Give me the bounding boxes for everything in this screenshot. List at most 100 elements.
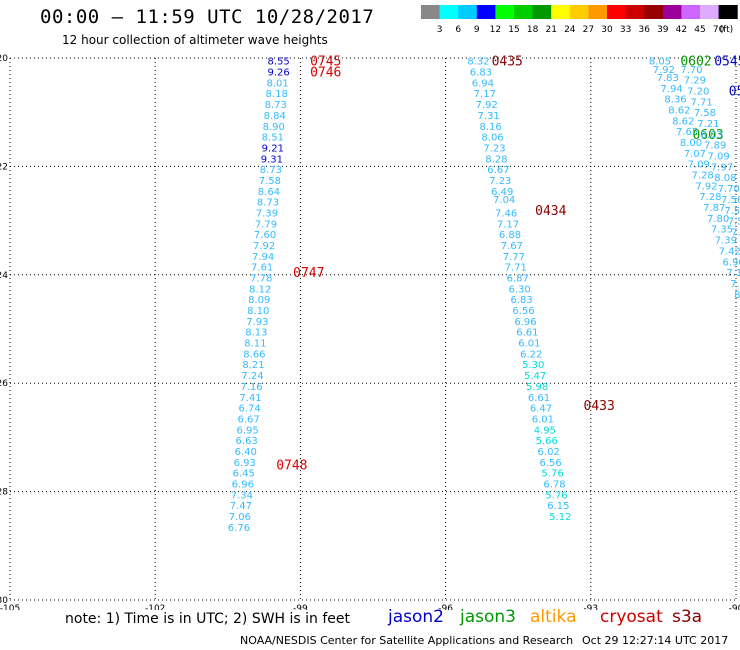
s3a-wave-height: 5.76 xyxy=(541,469,563,480)
cryosat-wave-height: 7.34 xyxy=(231,490,253,501)
s3a-wave-height: 8.06 xyxy=(481,133,503,144)
cryosat-wave-height: 9.21 xyxy=(262,143,284,154)
cryosat-wave-height: 8.64 xyxy=(258,187,280,198)
x-tick-label: -93 xyxy=(583,604,598,610)
jason3-wave-height: 7.80 xyxy=(707,214,729,225)
colorbar-label: 12 xyxy=(490,25,501,35)
jason2-wave-height: 7.70 xyxy=(680,65,702,76)
x-tick-label: -96 xyxy=(438,604,453,610)
jason2-wave-height: 7.56 xyxy=(721,195,740,206)
cryosat-wave-height: 8.51 xyxy=(262,133,284,144)
cryosat-wave-height: 7.58 xyxy=(259,176,281,187)
jason2-wave-height: 7.20 xyxy=(687,87,709,98)
legend-altika: altika xyxy=(530,607,577,627)
generation-timestamp: Oct 29 12:27:14 UTC 2017 xyxy=(582,634,729,647)
colorbar-swatch xyxy=(588,5,608,19)
s3a-wave-height: 7.46 xyxy=(495,208,517,219)
colorbar-swatch xyxy=(495,5,515,19)
cryosat-wave-height: 6.96 xyxy=(232,479,254,490)
s3a-wave-height: 6.56 xyxy=(512,306,534,317)
y-tick-label: -28 xyxy=(0,488,8,498)
cryosat-wave-height: 7.24 xyxy=(241,371,263,382)
s3a-wave-height: 6.02 xyxy=(538,447,560,458)
colorbar-swatch xyxy=(569,5,589,19)
jason3-wave-height: 7.94 xyxy=(660,84,682,95)
cryosat-wave-height: 6.76 xyxy=(228,523,250,534)
cryosat-wave-height: 8.73 xyxy=(260,165,282,176)
s3a-wave-height: 6.61 xyxy=(528,393,550,404)
cryosat-wave-height: 8.55 xyxy=(267,57,289,68)
cryosat-wave-height: 7.39 xyxy=(256,208,278,219)
cryosat-wave-height: 8.73 xyxy=(265,100,287,111)
jason2-wave-height: 7.70 xyxy=(718,184,740,195)
cryosat-wave-height: 6.67 xyxy=(237,414,259,425)
cryosat-wave-height: 8.13 xyxy=(245,328,267,339)
colorbar-legend: 3 6 9 12 15 18 21 24 27 30 33 36 39 42 45 70(ft) xyxy=(421,5,738,35)
jason3-wave-height: 8.35 xyxy=(734,290,740,301)
jason3-wave-height: 6.90 xyxy=(722,257,740,268)
colorbar-label: 27 xyxy=(583,25,594,35)
s3a-wave-height: 6.83 xyxy=(470,68,492,79)
cryosat-wave-height: 7.93 xyxy=(246,317,268,328)
jason2-wave-height: 7.55 xyxy=(724,206,740,217)
colorbar-swatch xyxy=(476,5,496,19)
chart-title: 00:00 – 11:59 UTC 10/28/2017 xyxy=(40,6,375,28)
s3a-wave-height: 6.01 xyxy=(532,414,554,425)
s3a-wave-height: 6.87 xyxy=(507,274,529,285)
jason3-wave-height: 7.35 xyxy=(711,225,733,236)
jason2-wave-height: 7.09 xyxy=(707,152,729,163)
cryosat-wave-height: 8.12 xyxy=(249,284,271,295)
colorbar-label: 21 xyxy=(545,25,556,35)
legend-jason3: jason3 xyxy=(460,607,516,627)
colorbar-swatch xyxy=(439,5,459,19)
jason3-wave-height: 7.09 xyxy=(688,160,710,171)
s3a-wave-height: 8.32 xyxy=(467,57,489,68)
cryosat-wave-height: 7.94 xyxy=(252,252,274,263)
jason3-wave-height: 8.62 xyxy=(668,105,690,116)
colorbar-swatch xyxy=(700,5,720,19)
x-tick-label: -99 xyxy=(293,604,308,610)
s3a-wave-height: 6.01 xyxy=(518,339,540,350)
s3a-wave-height: 8.16 xyxy=(479,122,501,133)
colorbar-label: 9 xyxy=(474,25,480,35)
jason3-wave-height: 7.65 xyxy=(676,127,698,138)
cryosat-wave-height: 6.40 xyxy=(235,447,257,458)
s3a-wave-height: 6.67 xyxy=(487,165,509,176)
colorbar-swatch xyxy=(625,5,645,19)
y-tick-label: -20 xyxy=(0,54,8,64)
colorbar-label: 70 xyxy=(713,25,725,35)
cryosat-wave-height: 8.66 xyxy=(243,349,265,360)
x-tick-label: -102 xyxy=(145,604,165,610)
s3a-wave-height: 6.47 xyxy=(530,404,552,415)
s3a-wave-height: 7.31 xyxy=(478,111,500,122)
jason3-wave-height: 7.28 xyxy=(691,171,713,182)
cryosat-wave-height: 7.60 xyxy=(254,230,276,241)
cryosat-wave-height: 6.45 xyxy=(233,469,255,480)
cryosat-wave-height: 6.63 xyxy=(236,436,258,447)
s3a-wave-height: 6.61 xyxy=(516,328,538,339)
colorbar-swatch xyxy=(662,5,682,19)
jason2-wave-height: 7.58 xyxy=(694,108,716,119)
colorbar-label: 36 xyxy=(638,25,650,35)
colorbar-swatch xyxy=(551,5,571,19)
s3a-wave-height: 5.66 xyxy=(536,436,558,447)
s3a-wave-height: 4.95 xyxy=(534,425,556,436)
colorbar-unit: (ft) xyxy=(720,25,734,35)
cryosat-wave-height: 8.90 xyxy=(263,122,285,133)
jason3-wave-height: 7.92 xyxy=(653,65,675,76)
cryosat-wave-height: 7.78 xyxy=(250,274,272,285)
s3a-wave-height: 5.47 xyxy=(524,371,546,382)
s3a-wave-height: 6.94 xyxy=(472,78,494,89)
jason2-wave-height: 8.08 xyxy=(714,173,736,184)
s3a-wave-height: 7.92 xyxy=(476,100,498,111)
colorbar-label: 18 xyxy=(527,25,539,35)
jason3-wave-height: 7.07 xyxy=(684,149,706,160)
colorbar-label: 6 xyxy=(455,25,461,35)
jason3-wave-height: 7.28 xyxy=(699,192,721,203)
s3a-wave-height: 6.88 xyxy=(499,230,521,241)
cryosat-time-label: 0748 xyxy=(276,459,307,474)
colorbar-swatch xyxy=(681,5,701,19)
s3a-time-label: 0435 xyxy=(492,55,523,70)
wave-height-plot: -105 -102 -99 -96 -93 -90 -20 -22 -24 -26 -28 -30 8.… xyxy=(0,54,740,610)
s3a-wave-height: 7.23 xyxy=(483,143,505,154)
